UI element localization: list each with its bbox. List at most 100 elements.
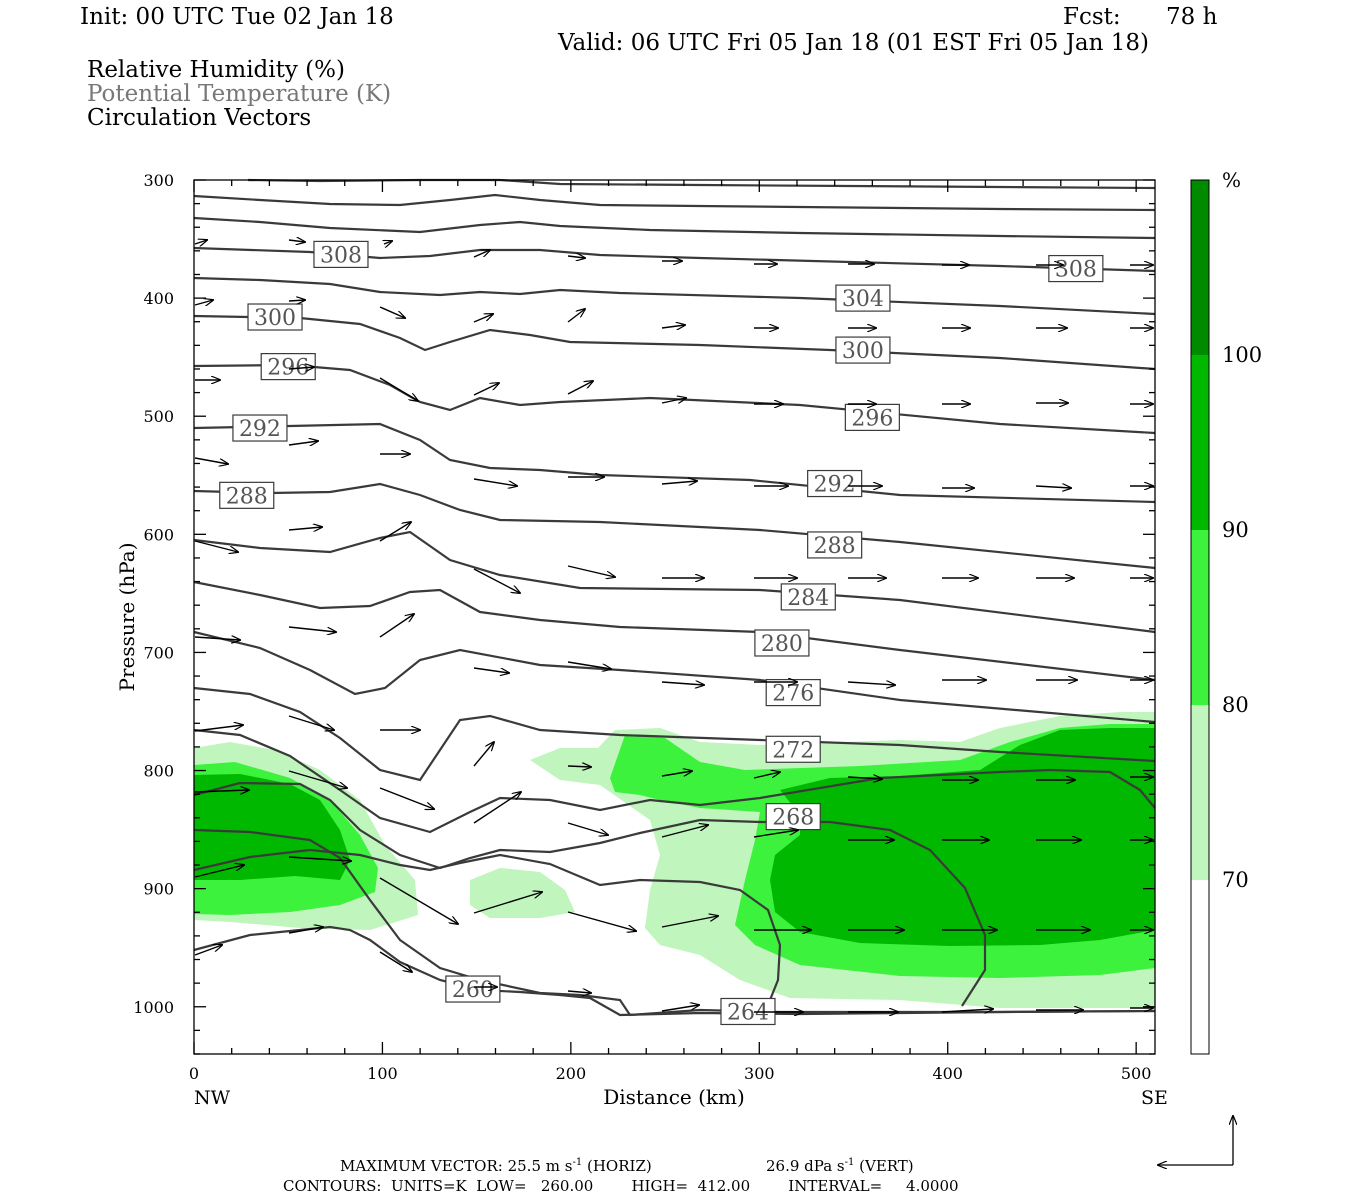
circulation-vector [567,911,636,931]
contour-label-box [313,240,369,269]
circulation-vector [288,856,351,861]
circulation-vector [194,790,249,792]
field-rh: Relative Humidity (%) [87,57,345,83]
circulation-vector [473,478,517,486]
circulation-vector [661,325,685,328]
colorbar-label: 90 [1222,518,1249,542]
y-tick-label: 600 [143,525,174,544]
circulation-vector [194,865,244,878]
circulation-vector [1035,486,1071,488]
contour-label-box [765,678,821,707]
forecast-hour: 78 h [1166,4,1218,30]
circulation-vector [473,250,490,258]
x-tick-label: 200 [556,1064,587,1083]
circulation-vector [288,527,322,530]
field-vectors: Circulation Vectors [87,105,312,131]
x-tick-label: 400 [932,1064,963,1083]
forecast-label: Fcst: [1063,4,1121,30]
theta-contour [193,482,1156,570]
contour-label: 272 [772,738,814,763]
contour-label: 288 [814,534,856,559]
circulation-vector [288,441,318,445]
rh-90-region [194,774,350,880]
circulation-vector [847,777,882,779]
theta-contour [193,193,1156,212]
circulation-vector [379,306,405,318]
colorbar-swatch-below [1191,880,1209,1054]
contour-label: 292 [814,473,856,498]
x-left-end: NW [194,1087,231,1109]
circulation-vector [379,951,412,972]
circulation-vector [661,481,697,484]
max-vector-vert: 26.9 dPa s-1 (VERT) [766,1157,914,1175]
circulation-vector [567,565,615,577]
circulation-vector [473,892,542,914]
circulation-vector [661,1005,699,1012]
circulation-vector [567,661,611,669]
circulation-vector [194,457,228,464]
circulation-vector [194,637,240,640]
circulation-vector [288,240,305,242]
contour-label-box [1048,254,1104,283]
contour-label-box [780,583,836,611]
circulation-vectors [194,240,1153,1012]
reference-vector-icon [1158,1116,1233,1165]
theta-contour [193,686,1156,782]
theta-contour [193,728,1156,834]
circulation-vector [194,300,213,305]
circulation-vector [661,682,704,685]
circulation-vector [567,309,585,323]
rh-90-region [770,728,1155,946]
circulation-vector [941,1009,993,1012]
contour-label: 264 [727,1000,769,1025]
init-time: Init: 00 UTC Tue 02 Jan 18 [80,4,394,30]
circulation-vector [567,766,591,767]
contour-label: 268 [772,806,814,831]
circulation-vector [194,945,222,956]
circulation-vector [379,522,411,542]
circulation-vector [379,614,414,638]
max-vector-horiz: MAXIMUM VECTOR: 25.5 m s-1 (HORIZ) [340,1157,652,1175]
plot-frame [193,179,1156,1055]
circulation-vector [194,240,207,244]
contour-label-box [765,803,821,831]
theta-contour [193,422,1156,504]
circulation-vector [567,381,593,395]
contour-label-box [844,403,900,431]
circulation-vector [567,822,608,835]
contour-label: 304 [842,287,884,312]
contour-label-box [219,481,275,509]
circulation-vector [661,398,686,403]
theta-contour [193,314,1156,371]
theta-contour [193,276,1156,316]
theta-contour [247,178,1156,190]
contour-info: CONTOURS: UNITS=K LOW= 260.00 HIGH= 412.… [283,1177,959,1195]
contour-label: 300 [842,339,884,364]
contour-label: 292 [239,417,281,442]
x-tick-label: 0 [189,1064,199,1083]
circulation-vector [288,367,314,369]
circulation-vector [567,256,585,258]
theta-contour [193,216,1156,240]
colorbar-label: 70 [1222,868,1249,892]
theta-contour [193,580,1156,682]
colorbar-label: 100 [1222,343,1262,367]
contour-label-box [835,336,891,364]
contour-label: 280 [761,632,803,657]
y-tick-label: 800 [143,762,174,781]
contour-label: 284 [787,586,829,611]
y-tick-label: 1000 [133,998,174,1017]
y-tick-label: 400 [143,289,174,308]
contour-label-box [754,629,810,657]
colorbar: % 100 90 80 70 [1190,168,1262,1055]
contour-label-box [247,303,303,331]
circulation-vector [473,792,521,824]
x-tick-label: 300 [744,1064,775,1083]
colorbar-swatch-100 [1191,180,1209,355]
circulation-vector [379,787,434,809]
colorbar-unit: % [1222,168,1241,192]
axis-ticks [193,179,1155,1055]
circulation-vector [567,991,591,993]
circulation-vector [847,682,895,685]
circulation-vector [473,667,509,673]
